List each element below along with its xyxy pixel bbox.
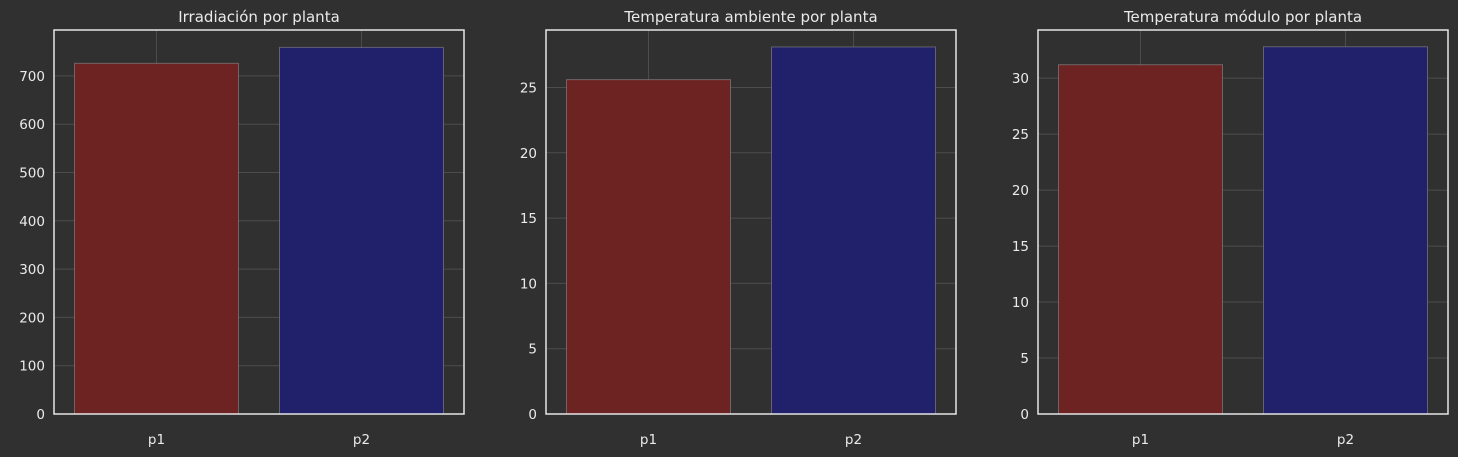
x-tick-label-p1: p1 [1132,432,1149,448]
y-tick-label: 0 [1020,407,1029,423]
y-tick-label: 20 [520,146,537,162]
bar-p2 [279,46,444,415]
y-tick-label: 25 [520,80,537,96]
y-tick-label: 15 [520,211,537,227]
y-tick-label: 0 [528,407,537,423]
chart-title: Temperatura ambiente por planta [623,8,877,26]
plot-frame [53,29,465,415]
y-tick-label: 5 [528,342,537,358]
x-tick-label-p2: p2 [353,432,370,448]
x-tick-label-p2: p2 [1337,432,1354,448]
y-tick-label: 100 [19,359,45,375]
x-tick-label-p2: p2 [845,432,862,448]
y-tick-label: 700 [19,69,45,85]
y-tick-label: 10 [520,276,537,292]
chart-title: Temperatura módulo por planta [1123,8,1362,26]
y-tick-label: 15 [1012,239,1029,255]
bar-p1 [1058,64,1223,415]
chart-title: Irradiación por planta [178,8,340,26]
y-tick-label: 400 [19,214,45,230]
y-tick-label: 30 [1012,71,1029,87]
y-tick-label: 10 [1012,295,1029,311]
y-tick-label: 25 [1012,127,1029,143]
y-tick-label: 200 [19,310,45,326]
y-tick-label: 5 [1020,351,1029,367]
bar-p1 [566,79,731,415]
bar-p2 [771,46,936,415]
y-tick-label: 300 [19,262,45,278]
chart-panel-1: 0 100 200 300 400 500 600 700 p1 p2 Irradiación po… [19,8,465,448]
plot-frame [1037,29,1449,415]
plot-frame [545,29,957,415]
y-tick-label: 0 [36,407,45,423]
y-tick-label: 600 [19,117,45,133]
x-tick-label-p1: p1 [148,432,165,448]
bar-p1 [74,62,239,415]
x-tick-label-p1: p1 [640,432,657,448]
bar-p2 [1263,46,1428,415]
chart-panel-2: 0 5 10 15 20 25 p1 p2 Temperatura ambiente por p… [520,8,957,448]
chart-panel-3: 0 5 10 15 20 25 30 p1 p2 Temperatura módulo por p… [1012,8,1449,448]
y-tick-label: 500 [19,165,45,181]
y-tick-label: 20 [1012,183,1029,199]
